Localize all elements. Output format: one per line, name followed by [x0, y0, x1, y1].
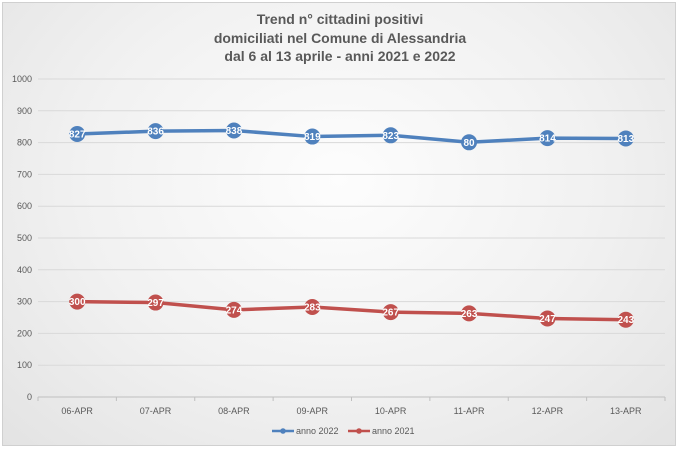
data-point [617, 130, 634, 147]
data-label: 80 [464, 138, 476, 149]
data-label: 814 [539, 134, 556, 145]
y-tick-label: 700 [17, 169, 32, 179]
legend-label: anno 2022 [296, 426, 339, 436]
data-point [147, 123, 164, 140]
data-point [539, 310, 556, 327]
x-tick-label: 08-APR [218, 406, 250, 416]
legend-swatch-marker [356, 428, 362, 434]
data-label: 838 [226, 126, 243, 137]
y-tick-label: 900 [17, 106, 32, 116]
data-point [382, 127, 399, 144]
data-point [304, 299, 321, 316]
data-label: 819 [304, 132, 321, 143]
data-label: 297 [147, 298, 164, 309]
data-label: 813 [617, 134, 634, 145]
x-tick-label: 06-APR [61, 406, 93, 416]
chart-title: Trend n° cittadini positivi domiciliati … [0, 10, 680, 66]
x-tick-label: 13-APR [610, 406, 642, 416]
data-label: 267 [382, 308, 399, 319]
data-label: 300 [69, 297, 86, 308]
chart-title-line-2: domiciliati nel Comune di Alessandria [213, 29, 467, 46]
x-tick-label: 12-APR [532, 406, 564, 416]
y-tick-label: 400 [17, 265, 32, 275]
x-tick-label: 09-APR [297, 406, 329, 416]
data-label: 836 [147, 127, 164, 138]
data-point [69, 293, 86, 310]
data-label: 823 [382, 131, 399, 142]
data-point [69, 126, 86, 143]
data-point [225, 122, 242, 139]
data-point [382, 304, 399, 321]
data-label: 243 [617, 315, 634, 326]
legend-swatch-marker [280, 428, 286, 434]
y-tick-label: 600 [17, 201, 32, 211]
data-label: 247 [539, 314, 556, 325]
x-tick-label: 11-APR [454, 406, 485, 416]
data-point [539, 130, 556, 147]
y-tick-label: 0 [27, 392, 32, 402]
data-point [147, 294, 164, 311]
data-point [304, 128, 321, 145]
y-tick-label: 800 [17, 138, 32, 148]
series-line-1 [75, 128, 628, 145]
data-point [225, 301, 242, 318]
y-tick-label: 1000 [12, 74, 32, 84]
chart-title-line-3: dal 6 al 13 aprile - anni 2021 e 2022 [224, 48, 456, 64]
y-tick-label: 300 [17, 297, 32, 307]
y-tick-label: 500 [17, 233, 32, 243]
data-point [617, 311, 634, 328]
legend-label: anno 2021 [372, 426, 415, 436]
data-point [461, 305, 478, 322]
data-label: 827 [69, 130, 86, 141]
data-point [461, 134, 478, 151]
x-tick-label: 10-APR [375, 406, 407, 416]
chart-title-line-1: Trend n° cittadini positivi [256, 11, 424, 27]
y-tick-label: 100 [17, 360, 32, 370]
data-label: 274 [226, 305, 243, 316]
y-tick-label: 200 [17, 328, 32, 338]
chart-area [2, 2, 676, 446]
x-tick-label: 07-APR [140, 406, 172, 416]
series-line-2 [75, 299, 628, 322]
data-label: 263 [461, 309, 478, 320]
data-label: 283 [304, 303, 321, 314]
